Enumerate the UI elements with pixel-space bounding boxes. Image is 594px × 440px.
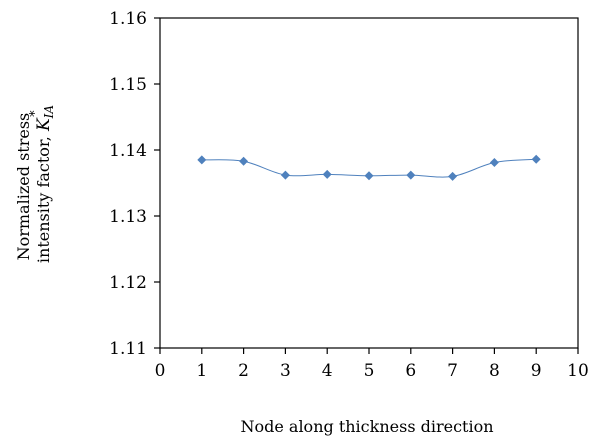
y-axis-title: Normalized stress intensity factor, KIA*	[14, 105, 56, 264]
x-tick-label: 6	[405, 361, 416, 381]
data-point-diamond	[280, 170, 290, 180]
y-axis-title-subscript: IA	[42, 105, 56, 120]
x-tick-label: 2	[238, 361, 249, 381]
y-axis-title-symbol: K	[34, 117, 54, 132]
y-tick-label: 1.12	[109, 273, 147, 293]
x-axis-title: Node along thickness direction	[240, 417, 493, 436]
plot-border	[159, 17, 579, 349]
y-axis-title-line2: intensity factor,	[34, 131, 53, 263]
data-point-diamond	[364, 171, 374, 181]
data-point-diamond	[406, 170, 416, 180]
data-point-diamond	[531, 154, 541, 164]
data-point-diamond	[489, 158, 499, 168]
y-tick-label: 1.15	[109, 75, 147, 95]
x-tick-label: 8	[489, 361, 500, 381]
data-point-diamond	[322, 169, 332, 179]
y-tick-label: 1.13	[109, 207, 147, 227]
y-tick-label: 1.11	[109, 339, 147, 359]
data-point-diamond	[448, 171, 458, 181]
x-tick-label: 5	[364, 361, 375, 381]
data-point-diamond	[197, 155, 207, 165]
x-tick-label: 4	[322, 361, 333, 381]
y-axis-title-line1: Normalized stress	[14, 113, 33, 261]
data-point-diamond	[239, 156, 249, 166]
y-tick-label: 1.16	[109, 9, 147, 29]
plot-area	[159, 17, 579, 349]
x-tick-label: 1	[196, 361, 207, 381]
x-tick-label: 10	[567, 361, 589, 381]
x-tick-label: 7	[447, 361, 458, 381]
y-axis-title-superscript: *	[28, 110, 43, 117]
series-layer	[197, 154, 541, 181]
x-tick-label: 0	[155, 361, 166, 381]
y-tick-label: 1.14	[109, 141, 147, 161]
x-tick-label: 9	[531, 361, 542, 381]
x-tick-label: 3	[280, 361, 291, 381]
y-axis: 1.11 1.12 1.13 1.14 1.15 1.16	[109, 9, 160, 359]
x-axis: 0 1 2 3 4 5 6 7 8 9 10	[155, 348, 589, 381]
